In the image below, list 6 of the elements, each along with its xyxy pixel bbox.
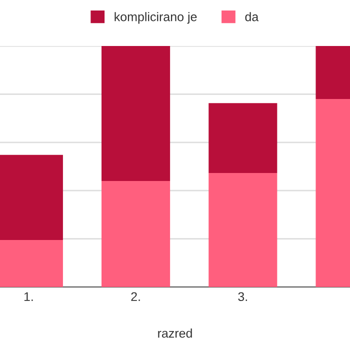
legend-label: da <box>245 12 259 22</box>
x-tick-label: 2. <box>131 292 140 301</box>
legend-label: komplicirano je <box>114 12 197 24</box>
x-tick-label: 1. <box>24 292 33 301</box>
x-axis-title: razred <box>158 328 192 338</box>
x-tick-label: 3. <box>238 292 247 302</box>
